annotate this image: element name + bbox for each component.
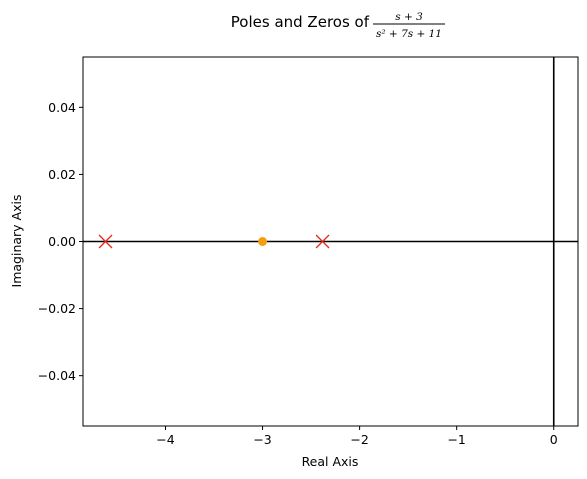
x-tick-label: −4	[156, 432, 174, 447]
x-tick-label: −3	[253, 432, 271, 447]
chart-title-numerator: s + 3	[395, 11, 423, 23]
y-tick-label: 0.02	[48, 167, 76, 182]
y-tick-label: 0.00	[48, 234, 76, 249]
zero-marker	[258, 237, 267, 246]
x-tick-label: −2	[350, 432, 368, 447]
chart-title: Poles and Zeros of	[231, 13, 370, 31]
y-axis-title: Imaginary Axis	[9, 195, 24, 288]
chart-title-denominator: s² + 7s + 11	[376, 28, 442, 40]
y-tick-label: −0.02	[38, 301, 76, 316]
y-tick-label: −0.04	[38, 368, 76, 383]
y-tick-label: 0.04	[48, 100, 76, 115]
x-tick-label: −1	[447, 432, 465, 447]
x-axis-title: Real Axis	[302, 454, 359, 469]
x-tick-label: 0	[550, 432, 558, 447]
